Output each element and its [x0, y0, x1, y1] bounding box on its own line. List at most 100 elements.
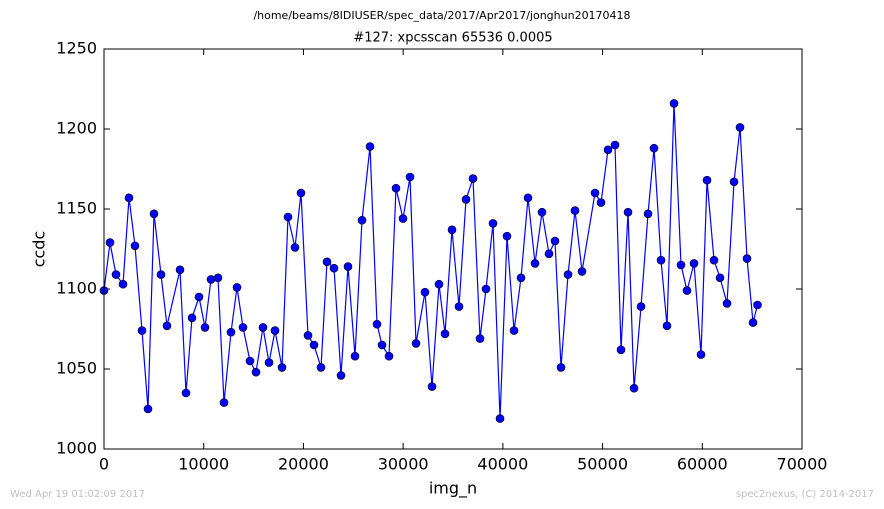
data-point — [194, 292, 204, 302]
data-point — [440, 329, 450, 339]
data-point — [200, 323, 210, 332]
footer-credit: spec2nexus, (C) 2014-2017 — [736, 489, 874, 500]
x-tick-label: 40000 — [477, 455, 528, 474]
data-point — [372, 319, 382, 329]
data-point — [676, 260, 686, 270]
data-point — [175, 265, 185, 275]
data-point — [447, 225, 457, 235]
data-point — [245, 356, 255, 366]
data-point — [290, 243, 300, 252]
y-tick-label: 1200 — [56, 119, 97, 138]
x-tick-label: 30000 — [378, 455, 429, 474]
data-point — [696, 350, 706, 359]
data-point — [623, 207, 633, 217]
data-point — [105, 238, 115, 247]
data-point — [405, 172, 415, 182]
data-point — [343, 262, 353, 271]
data-point — [434, 279, 444, 289]
data-point — [461, 195, 471, 204]
data-point — [137, 326, 147, 335]
data-point — [495, 414, 505, 423]
data-point — [556, 363, 566, 372]
data-point — [427, 382, 437, 391]
plot-frame — [103, 48, 803, 450]
x-tick-label: 60000 — [677, 455, 728, 474]
data-point — [329, 263, 339, 273]
data-point — [729, 177, 739, 187]
data-point — [124, 193, 134, 203]
data-point — [162, 321, 172, 331]
data-point — [398, 214, 408, 223]
data-point — [509, 326, 519, 335]
data-point — [377, 340, 387, 350]
data-point — [350, 351, 360, 361]
data-point — [570, 206, 580, 215]
data-point — [563, 270, 573, 279]
data-point — [296, 188, 306, 198]
data-point — [322, 257, 332, 267]
data-point — [365, 142, 375, 151]
data-point — [643, 209, 653, 219]
data-point — [590, 188, 600, 198]
data-point — [488, 219, 498, 228]
data-point — [629, 383, 639, 393]
x-tick-label: 20000 — [278, 455, 329, 474]
data-point — [709, 255, 719, 265]
x-tick-label: 70000 — [777, 455, 828, 474]
data-point — [454, 302, 464, 311]
data-point — [411, 339, 421, 348]
y-tick-label: 1150 — [56, 199, 97, 218]
data-point — [689, 259, 699, 268]
data-point — [336, 371, 346, 380]
x-tick-label: 0 — [99, 455, 109, 474]
data-point — [616, 345, 626, 355]
data-point — [357, 215, 367, 225]
data-point — [702, 175, 712, 185]
data-point — [303, 331, 313, 340]
data-point — [577, 267, 587, 276]
data-point — [156, 270, 166, 279]
data-point — [118, 279, 128, 289]
data-point — [143, 404, 153, 414]
data-point — [219, 398, 229, 407]
data-point — [523, 193, 533, 203]
data-point — [481, 284, 491, 294]
data-point — [742, 254, 752, 263]
data-point — [656, 255, 666, 265]
data-point — [181, 388, 191, 398]
data-point — [316, 363, 326, 372]
data-point — [610, 140, 620, 150]
data-point — [258, 323, 268, 332]
data-point — [309, 340, 319, 350]
y-tick-label: 1050 — [56, 359, 97, 378]
data-point — [636, 302, 646, 311]
data-point — [748, 318, 758, 327]
data-point — [669, 99, 679, 108]
data-point — [550, 236, 560, 246]
data-point — [238, 323, 248, 332]
data-point — [226, 327, 236, 337]
data-point — [213, 273, 223, 283]
data-point — [682, 286, 692, 295]
data-point — [130, 241, 140, 251]
data-point — [468, 174, 478, 183]
data-point — [537, 207, 547, 217]
data-point — [277, 363, 287, 372]
data-point — [603, 145, 613, 155]
data-point — [544, 249, 554, 259]
x-tick-label: 50000 — [577, 455, 628, 474]
y-tick-label: 1250 — [56, 39, 97, 58]
data-point — [753, 300, 762, 310]
data-point — [715, 273, 725, 283]
y-axis-label: ccdc — [30, 231, 49, 268]
data-point — [735, 123, 745, 132]
data-point — [251, 367, 261, 377]
data-point — [420, 287, 430, 297]
data-point — [149, 209, 159, 219]
data-point — [384, 351, 394, 361]
data-point — [391, 183, 401, 193]
data-point — [206, 275, 216, 284]
data-point — [475, 334, 485, 343]
